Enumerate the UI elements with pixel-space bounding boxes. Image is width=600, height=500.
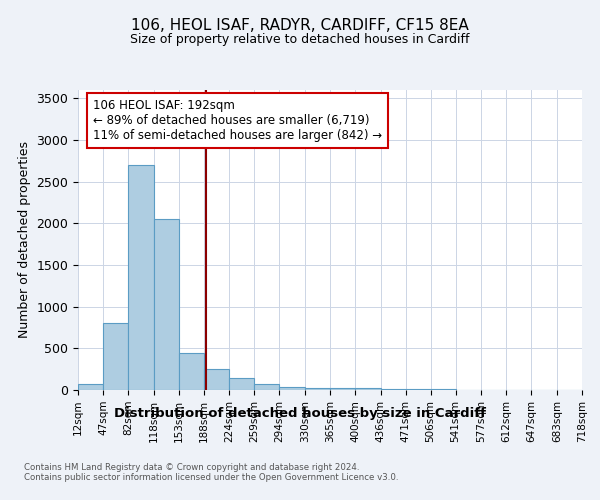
Bar [254, 384, 280, 390]
Bar [128, 165, 154, 390]
Text: 106, HEOL ISAF, RADYR, CARDIFF, CF15 8EA: 106, HEOL ISAF, RADYR, CARDIFF, CF15 8EA [131, 18, 469, 32]
Text: Contains HM Land Registry data © Crown copyright and database right 2024.
Contai: Contains HM Land Registry data © Crown c… [24, 462, 398, 482]
Bar [103, 324, 128, 390]
Bar [179, 352, 203, 390]
Bar [78, 384, 103, 390]
Bar [154, 219, 179, 390]
Bar [305, 388, 330, 390]
Bar [229, 378, 254, 390]
Text: 106 HEOL ISAF: 192sqm
← 89% of detached houses are smaller (6,719)
11% of semi-d: 106 HEOL ISAF: 192sqm ← 89% of detached … [93, 99, 382, 142]
Bar [280, 386, 305, 390]
Text: Distribution of detached houses by size in Cardiff: Distribution of detached houses by size … [114, 408, 486, 420]
Y-axis label: Number of detached properties: Number of detached properties [18, 142, 31, 338]
Bar [203, 369, 229, 390]
Text: Size of property relative to detached houses in Cardiff: Size of property relative to detached ho… [130, 32, 470, 46]
Bar [406, 389, 431, 390]
Bar [380, 389, 406, 390]
Bar [330, 388, 355, 390]
Bar [355, 388, 380, 390]
